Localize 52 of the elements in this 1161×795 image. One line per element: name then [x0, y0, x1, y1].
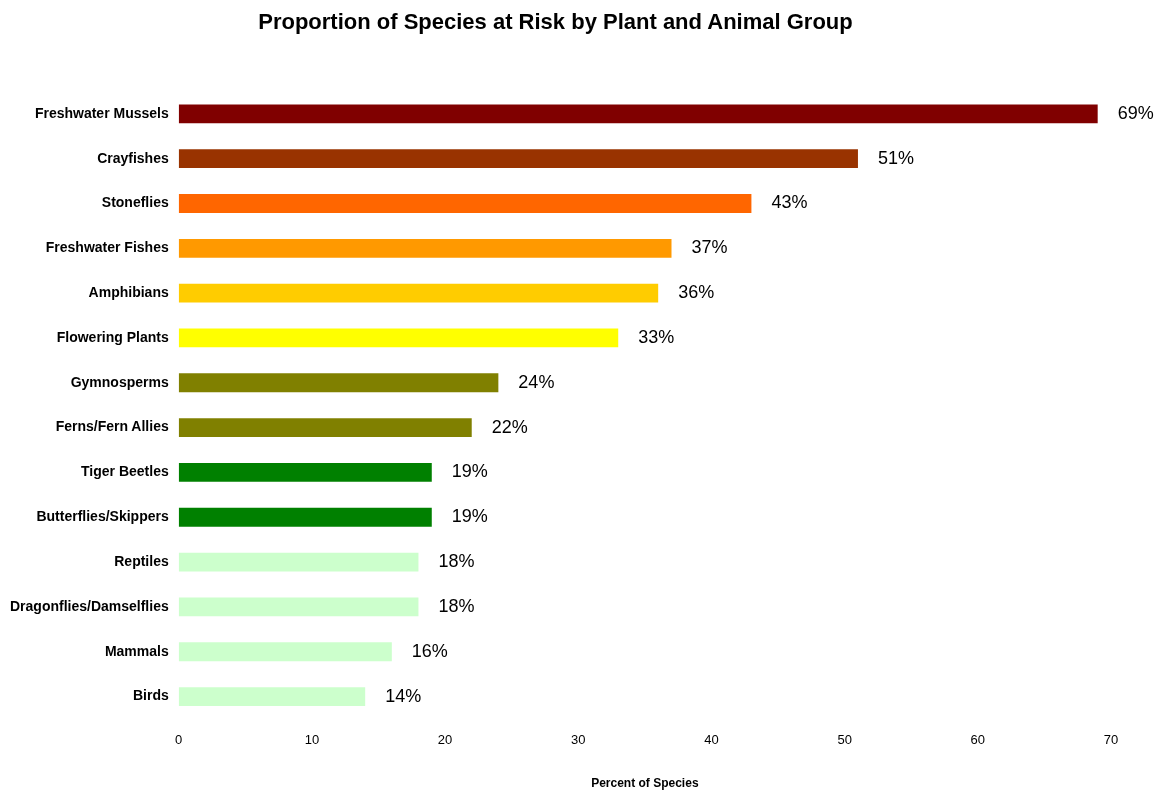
x-tick-label: 70 — [1103, 732, 1119, 748]
data-label: 43% — [771, 192, 808, 213]
y-tick-label: Birds — [132, 687, 169, 704]
y-tick-label: Tiger Beetles — [81, 463, 169, 480]
bar — [178, 149, 858, 169]
data-label: 19% — [451, 506, 488, 527]
bar — [178, 283, 659, 303]
y-tick-label: Amphibians — [88, 283, 169, 300]
y-tick-label: Crayfishes — [97, 149, 169, 166]
bar — [178, 687, 366, 706]
y-tick-label: Ferns/Fern Allies — [55, 418, 169, 435]
x-tick-label: 0 — [175, 732, 183, 748]
bar — [178, 238, 672, 258]
bar — [178, 328, 619, 348]
x-tick-label: 20 — [437, 732, 453, 748]
bar — [178, 463, 432, 482]
data-label: 16% — [411, 640, 448, 661]
y-tick-label: Mammals — [104, 642, 169, 659]
data-label: 24% — [518, 371, 555, 392]
data-label: 18% — [438, 551, 475, 572]
x-tick-label: 30 — [571, 732, 586, 748]
data-label: 69% — [1117, 102, 1154, 123]
y-tick-label: Gymnosperms — [70, 373, 169, 390]
data-label: 18% — [438, 595, 475, 616]
x-axis-title: Percent of Species — [591, 776, 699, 791]
y-tick-label: Freshwater Mussels — [34, 104, 169, 121]
data-label: 33% — [638, 326, 675, 347]
bar — [178, 104, 1098, 124]
data-label: 36% — [678, 282, 715, 303]
bar — [178, 507, 432, 527]
x-tick-label: 50 — [837, 732, 852, 748]
x-tick-label: 10 — [304, 732, 320, 748]
x-tick-label: 60 — [970, 732, 986, 748]
y-tick-label: Stoneflies — [101, 194, 169, 211]
chart-title: Proportion of Species at Risk by Plant and Animal Group — [258, 9, 853, 35]
y-tick-label: Reptiles — [114, 552, 169, 569]
x-tick-label: 40 — [704, 732, 719, 748]
bar — [178, 552, 419, 572]
bar — [178, 373, 499, 393]
data-label: 22% — [491, 416, 528, 437]
data-label: 19% — [451, 461, 488, 482]
y-tick-label: Freshwater Fishes — [45, 239, 169, 256]
y-tick-label: Dragonflies/Damselflies — [9, 597, 169, 614]
bar — [178, 418, 472, 438]
y-tick-label: Butterflies/Skippers — [36, 508, 169, 525]
data-label: 14% — [385, 685, 422, 706]
data-label: 37% — [691, 237, 728, 258]
bar — [178, 642, 392, 662]
y-tick-label: Flowering Plants — [56, 328, 169, 345]
data-label: 51% — [877, 147, 914, 168]
bar — [178, 597, 419, 617]
bar — [178, 194, 752, 213]
